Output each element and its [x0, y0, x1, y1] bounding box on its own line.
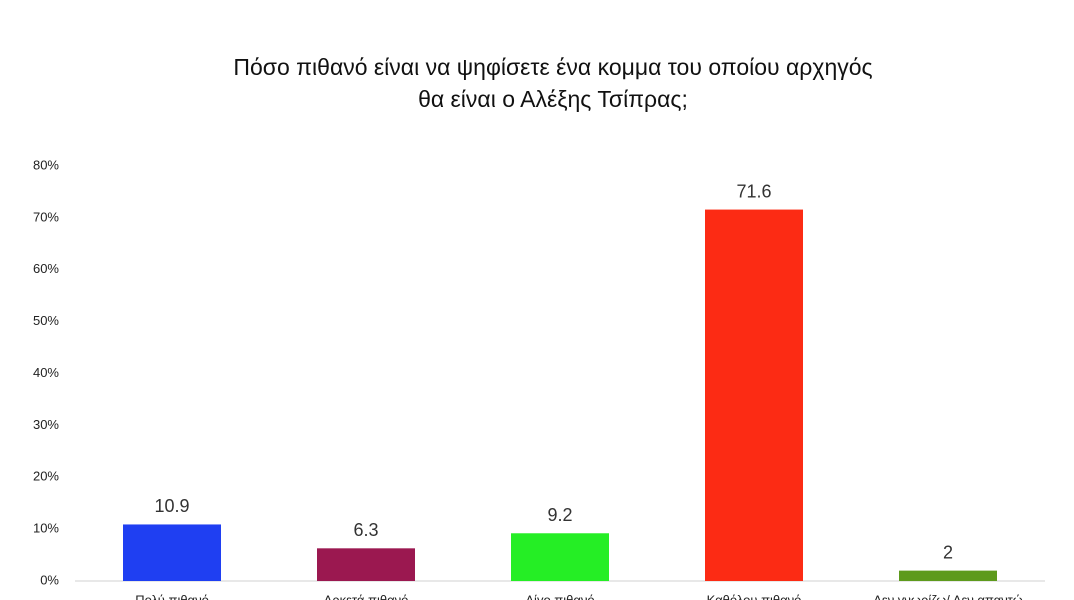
y-tick-label: 40%: [33, 365, 59, 380]
y-tick-label: 70%: [33, 209, 59, 224]
y-tick-label: 0%: [40, 572, 59, 587]
bar: [123, 524, 221, 581]
y-tick-label: 30%: [33, 417, 59, 432]
y-tick-label: 80%: [33, 157, 59, 172]
bar: [317, 548, 415, 581]
value-label: 71.6: [736, 181, 771, 201]
x-tick-label: Δεν γνωρίζω/ Δεν απαντώ: [873, 592, 1023, 600]
x-tick-label: Λίγο πιθανό: [525, 592, 594, 600]
y-tick-label: 50%: [33, 313, 59, 328]
x-tick-label: Καθόλου πιθανό: [707, 592, 802, 600]
value-label: 6.3: [353, 520, 378, 540]
chart-title: θα είναι ο Αλέξης Τσίπρας;: [418, 86, 688, 112]
value-label: 10.9: [154, 496, 189, 516]
bar: [511, 533, 609, 581]
value-label: 9.2: [547, 505, 572, 525]
value-label: 2: [943, 542, 953, 562]
x-tick-label: Αρκετά πιθανό: [324, 592, 409, 600]
y-tick-label: 20%: [33, 469, 59, 484]
x-tick-label: Πολύ πιθανό: [135, 592, 209, 600]
bar: [705, 209, 803, 581]
chart-title: Πόσο πιθανό είναι να ψηφίσετε ένα κομμα …: [233, 54, 872, 80]
y-tick-label: 60%: [33, 261, 59, 276]
bar: [899, 570, 997, 581]
y-tick-label: 10%: [33, 521, 59, 536]
